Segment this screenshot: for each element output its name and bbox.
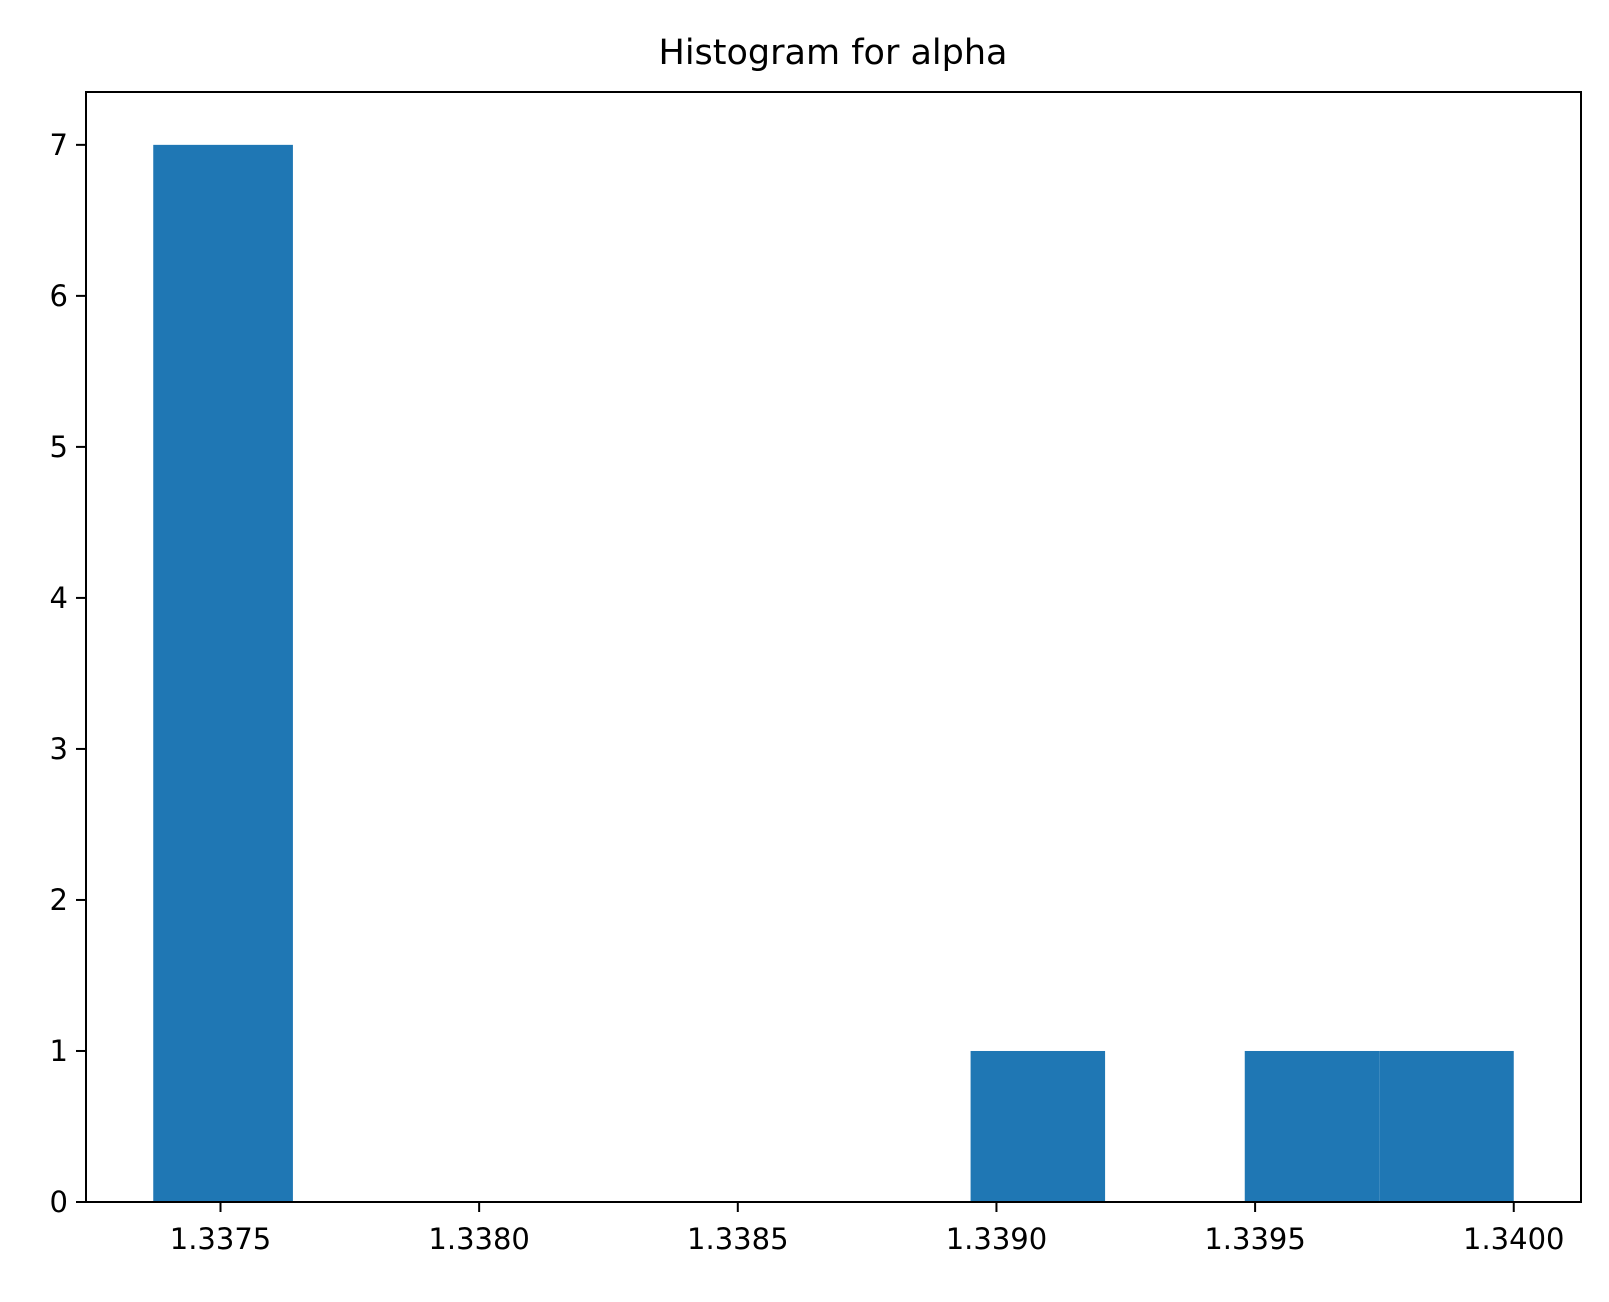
x-tick-label-3: 1.3390 (946, 1222, 1047, 1256)
y-tick-label-4: 4 (50, 581, 68, 615)
x-tick-label-4: 1.3395 (1204, 1222, 1305, 1256)
x-tick-label-2: 1.3385 (687, 1222, 788, 1256)
bars-group (153, 144, 1514, 1202)
histogram-bar-0 (153, 144, 293, 1202)
y-tick-label-1: 1 (50, 1034, 68, 1068)
chart-title: Histogram for alpha (659, 33, 1008, 73)
x-tick-label-1: 1.3380 (428, 1222, 529, 1256)
y-tick-label-5: 5 (50, 430, 68, 464)
plot-area-frame (85, 91, 1582, 1203)
histogram-bar-6 (970, 1050, 1106, 1202)
x-tick-label-0: 1.3375 (170, 1222, 271, 1256)
y-tick-label-0: 0 (50, 1185, 68, 1219)
y-tick-label-2: 2 (50, 883, 68, 917)
y-tick-label-3: 3 (50, 732, 68, 766)
x-axis-ticks: 1.3375 1.3380 1.3385 1.3390 1.3395 1.3400 (170, 1202, 1564, 1256)
y-tick-label-6: 6 (50, 279, 68, 313)
histogram-bar-9 (1379, 1050, 1514, 1202)
y-axis-ticks: 0 1 2 3 4 5 6 7 (50, 128, 86, 1219)
x-tick-label-5: 1.3400 (1463, 1222, 1564, 1256)
histogram-bar-8 (1244, 1050, 1380, 1202)
y-tick-label-7: 7 (50, 128, 68, 162)
